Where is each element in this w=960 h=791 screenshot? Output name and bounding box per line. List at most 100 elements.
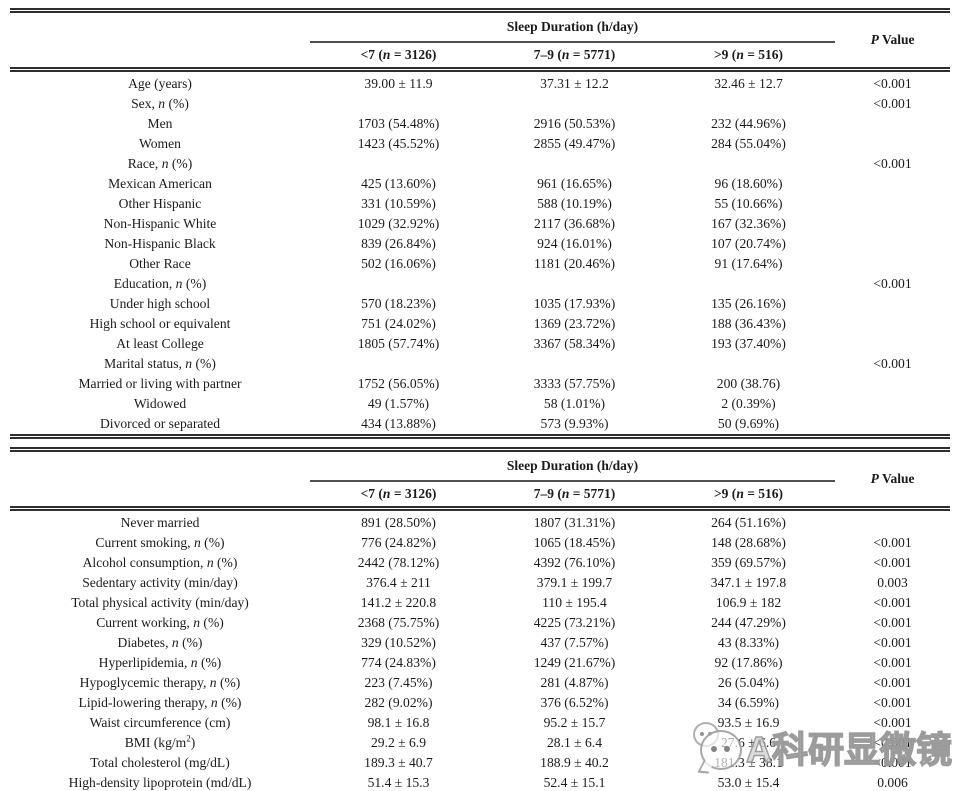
table-row: High school or equivalent 751 (24.02%) 136…: [10, 314, 950, 334]
cell-value: 1423 (45.52%): [357, 136, 440, 151]
cell-value: 264 (51.16%): [711, 515, 786, 530]
p-value: [835, 314, 950, 334]
row-label: Marital status, n (%): [104, 356, 216, 371]
cell-value: 55 (10.66%): [714, 196, 783, 211]
p-value: <0.001: [873, 675, 912, 690]
row-label: Sex, n (%): [131, 96, 189, 111]
row-label: Non-Hispanic Black: [104, 236, 216, 251]
cell-value: 98.1 ± 16.8: [367, 715, 430, 730]
cell-value: 26 (5.04%): [717, 675, 780, 690]
cell-value: 106.9 ± 182: [715, 595, 782, 610]
table-row: Married or living with partner 1752 (56.0…: [10, 374, 950, 394]
row-label: BMI (kg/m2): [124, 733, 196, 750]
row-label: Alcohol consumption, n (%): [82, 555, 238, 570]
table-row: BMI (kg/m2) 29.2 ± 6.9 28.1 ± 6.4 27.6 ± 6.…: [10, 733, 950, 753]
p-value: <0.001: [873, 635, 912, 650]
cell-value: 329 (10.52%): [361, 635, 436, 650]
baseline-characteristics-table-part-1: Sleep Duration (h/day) P Value <7 (n = 312…: [10, 8, 951, 439]
p-value: <0.001: [873, 715, 912, 730]
cell-value: 107 (20.74%): [711, 236, 786, 251]
p-value: [835, 234, 950, 254]
p-value: [835, 134, 950, 154]
cell-value: 2117 (36.68%): [533, 216, 616, 231]
cell-value: 359 (69.57%): [711, 555, 786, 570]
cell-value: 43 (8.33%): [717, 635, 780, 650]
cell-value: 1065 (18.45%): [533, 535, 616, 550]
cell-value: [310, 94, 487, 114]
table-row: Diabetes, n (%) 329 (10.52%) 437 (7.57%) 43…: [10, 633, 950, 653]
row-label: Married or living with partner: [78, 376, 242, 391]
table-row: Education, n (%) <0.001: [10, 274, 950, 294]
cell-value: 1805 (57.74%): [357, 336, 440, 351]
table-row: Alcohol consumption, n (%) 2442 (78.12%) 4…: [10, 553, 950, 573]
spanner-header-row: Sleep Duration (h/day) P Value: [10, 10, 951, 72]
p-value: <0.001: [873, 655, 912, 670]
row-label: Total cholesterol (mg/dL): [90, 755, 230, 770]
row-label: High school or equivalent: [89, 316, 231, 331]
cell-value: 4392 (76.10%): [533, 555, 616, 570]
group-columns-header-row: <7 (n = 3126) 7–9 (n = 5771) >9 (n = 516): [10, 481, 950, 511]
table-row: Divorced or separated 434 (13.88%) 573 (9.…: [10, 414, 950, 437]
p-value: [835, 414, 950, 437]
cell-value: 502 (16.06%): [361, 256, 436, 271]
row-label: Current smoking, n (%): [95, 535, 225, 550]
p-value: [835, 254, 950, 274]
sleep-duration-spanner-header: Sleep Duration (h/day): [310, 10, 836, 43]
p-value: <0.001: [873, 535, 912, 550]
table-row: Other Hispanic 331 (10.59%) 588 (10.19%) 55…: [10, 194, 950, 214]
row-label: Sedentary activity (min/day): [82, 575, 238, 590]
cell-value: 200 (38.76): [716, 376, 781, 391]
cell-value: 282 (9.02%): [364, 695, 433, 710]
cell-value: [487, 154, 662, 174]
p-value: <0.001: [873, 276, 912, 291]
table-row: Waist circumference (cm) 98.1 ± 16.8 95.2 …: [10, 713, 950, 733]
spanner-header-row: Sleep Duration (h/day) P Value: [10, 449, 951, 511]
cell-value: 1752 (56.05%): [357, 376, 440, 391]
cell-value: 232 (44.96%): [711, 116, 786, 131]
cell-value: 193 (37.40%): [711, 336, 786, 351]
table-row: Hypoglycemic therapy, n (%) 223 (7.45%) 28…: [10, 673, 950, 693]
p-value: [835, 374, 950, 394]
row-label: Under high school: [109, 296, 211, 311]
cell-value: 92 (17.86%): [714, 655, 783, 670]
cell-value: 891 (28.50%): [361, 515, 436, 530]
table-row: Never married 891 (28.50%) 1807 (31.31%) 26…: [10, 509, 950, 534]
cell-value: 1249 (21.67%): [533, 655, 616, 670]
row-label: Other Hispanic: [118, 196, 202, 211]
cell-value: 1807 (31.31%): [533, 515, 616, 530]
cell-value: 34 (6.59%): [717, 695, 780, 710]
row-label-column-header: [10, 449, 310, 511]
row-label: Men: [147, 116, 173, 131]
cell-value: 244 (47.29%): [711, 615, 786, 630]
row-label: Diabetes, n (%): [117, 635, 203, 650]
cell-value: 774 (24.83%): [361, 655, 436, 670]
cell-value: 1029 (32.92%): [357, 216, 440, 231]
row-label-column-header: [10, 10, 310, 72]
p-value-column-header: P Value: [835, 449, 951, 511]
table-row: Lipid-lowering therapy, n (%) 282 (9.02%)…: [10, 693, 950, 713]
row-label: Women: [139, 136, 181, 151]
row-label: High-density lipoprotein (md/dL): [68, 775, 252, 790]
cell-value: 53.0 ± 15.4: [717, 775, 780, 790]
table-row: Current smoking, n (%) 776 (24.82%) 1065 (…: [10, 533, 950, 553]
cell-value: 141.2 ± 220.8: [360, 595, 437, 610]
cell-value: [487, 354, 662, 374]
cell-value: 573 (9.93%): [540, 416, 609, 431]
cell-value: [662, 354, 835, 374]
cell-value: 1035 (17.93%): [533, 296, 616, 311]
p-value: [835, 294, 950, 314]
table-row: Marital status, n (%) <0.001: [10, 354, 950, 374]
sleep-duration-spanner-header: Sleep Duration (h/day): [310, 449, 836, 482]
cell-value: 58 (1.01%): [543, 396, 606, 411]
p-value: [835, 334, 950, 354]
baseline-characteristics-table-part-2: Sleep Duration (h/day) P Value <7 (n = 312…: [10, 447, 951, 791]
table-row: Non-Hispanic White 1029 (32.92%) 2117 (36.…: [10, 214, 950, 234]
row-label: At least College: [116, 336, 204, 351]
cell-value: 2442 (78.12%): [357, 555, 440, 570]
row-label: Never married: [120, 515, 200, 530]
table-row: Under high school 570 (18.23%) 1035 (17.93…: [10, 294, 950, 314]
p-value: <0.001: [873, 76, 912, 91]
cell-value: 2855 (49.47%): [533, 136, 616, 151]
cell-value: 839 (26.84%): [361, 236, 436, 251]
